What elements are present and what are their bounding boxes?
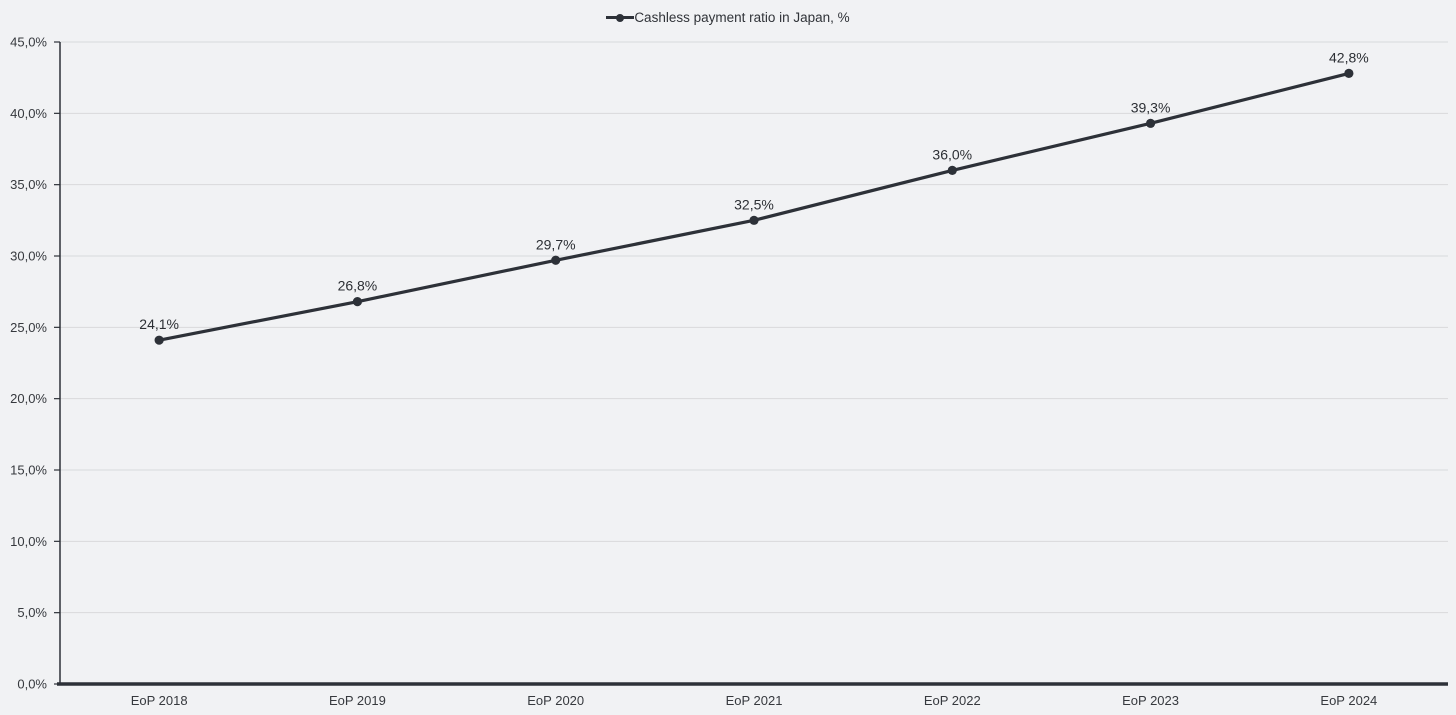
data-point bbox=[749, 215, 759, 225]
data-point bbox=[1145, 118, 1156, 128]
data-point bbox=[551, 255, 561, 265]
y-tick-label: 20,0% bbox=[10, 391, 47, 406]
data-label: 24,1% bbox=[139, 316, 179, 332]
chart-legend: Cashless payment ratio in Japan, % bbox=[0, 10, 1456, 25]
legend-line-marker-icon bbox=[606, 10, 635, 25]
y-tick-label: 0,0% bbox=[17, 677, 47, 692]
data-label: 32,5% bbox=[734, 196, 774, 212]
x-tick-label: EoP 2021 bbox=[726, 693, 783, 708]
data-label: 39,3% bbox=[1131, 99, 1171, 115]
x-tick-label: EoP 2019 bbox=[329, 693, 386, 708]
data-point bbox=[352, 297, 363, 307]
y-tick-label: 15,0% bbox=[10, 463, 47, 478]
x-tick-label: EoP 2018 bbox=[131, 693, 188, 708]
y-tick-label: 5,0% bbox=[17, 605, 47, 620]
data-label: 36,0% bbox=[932, 146, 972, 162]
y-tick-label: 30,0% bbox=[10, 249, 47, 264]
x-tick-label: EoP 2024 bbox=[1320, 693, 1377, 708]
y-tick-label: 25,0% bbox=[10, 320, 47, 335]
data-label: 42,8% bbox=[1329, 49, 1369, 65]
y-tick-label: 35,0% bbox=[10, 177, 47, 192]
y-tick-label: 40,0% bbox=[10, 106, 47, 121]
data-label: 29,7% bbox=[536, 236, 576, 252]
data-point bbox=[1344, 68, 1354, 78]
legend-dot bbox=[616, 13, 625, 22]
data-label: 26,8% bbox=[338, 278, 378, 294]
x-tick-label: EoP 2023 bbox=[1122, 693, 1179, 708]
legend-label: Cashless payment ratio in Japan, % bbox=[634, 10, 850, 25]
y-tick-label: 10,0% bbox=[10, 534, 47, 549]
data-point bbox=[947, 165, 957, 175]
data-point bbox=[154, 335, 164, 345]
y-tick-label: 45,0% bbox=[10, 35, 47, 50]
x-tick-label: EoP 2020 bbox=[527, 693, 584, 708]
x-tick-label: EoP 2022 bbox=[924, 693, 981, 708]
